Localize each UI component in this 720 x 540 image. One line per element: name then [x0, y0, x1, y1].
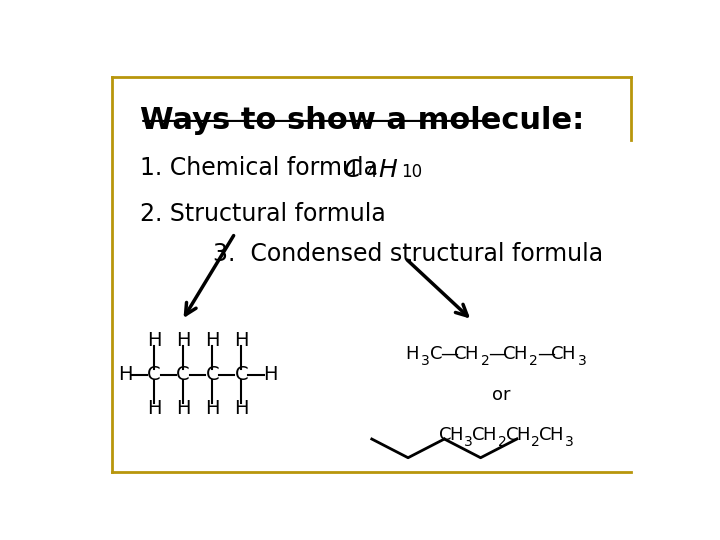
Text: 10: 10 [401, 163, 422, 181]
Text: 3: 3 [565, 435, 574, 449]
Text: C: C [539, 426, 552, 444]
Text: C: C [176, 365, 190, 384]
Text: H: H [549, 426, 563, 444]
Text: H: H [513, 345, 526, 363]
Text: 3: 3 [421, 354, 430, 368]
Text: H: H [234, 331, 248, 350]
Text: C: C [148, 365, 161, 384]
Text: 3: 3 [464, 435, 473, 449]
Text: H: H [118, 365, 132, 384]
Text: C: C [454, 345, 467, 363]
Text: C: C [503, 345, 516, 363]
Text: H: H [449, 426, 462, 444]
Text: H: H [379, 158, 397, 183]
Text: C: C [430, 345, 442, 363]
Text: 4: 4 [366, 163, 377, 181]
Text: H: H [234, 399, 248, 418]
Text: H: H [147, 331, 161, 350]
Text: H: H [176, 331, 190, 350]
Text: C: C [205, 365, 219, 384]
Text: H: H [516, 426, 529, 444]
Text: 2. Structural formula: 2. Structural formula [140, 202, 386, 226]
Text: H: H [176, 399, 190, 418]
Text: C: C [472, 426, 485, 444]
Text: C: C [235, 365, 248, 384]
Text: H: H [482, 426, 496, 444]
Text: C: C [344, 158, 361, 183]
Text: 3.  Condensed structural formula: 3. Condensed structural formula [213, 241, 603, 266]
Text: 2: 2 [498, 435, 507, 449]
Text: C: C [552, 345, 564, 363]
Text: 1. Chemical formula: 1. Chemical formula [140, 156, 378, 180]
Text: 2: 2 [529, 354, 538, 368]
Text: —: — [488, 345, 506, 363]
Text: 2: 2 [531, 435, 540, 449]
Text: C: C [505, 426, 518, 444]
Text: H: H [405, 345, 419, 363]
Text: C: C [438, 426, 451, 444]
Text: H: H [205, 399, 220, 418]
Text: Ways to show a molecule:: Ways to show a molecule: [140, 106, 585, 136]
Text: H: H [205, 331, 220, 350]
Text: —: — [537, 345, 555, 363]
Text: or: or [492, 386, 510, 404]
Text: H: H [562, 345, 575, 363]
Text: 2: 2 [481, 354, 490, 368]
Text: —: — [440, 345, 458, 363]
Text: H: H [464, 345, 478, 363]
Text: H: H [264, 365, 278, 384]
Text: 3: 3 [577, 354, 587, 368]
Text: H: H [147, 399, 161, 418]
